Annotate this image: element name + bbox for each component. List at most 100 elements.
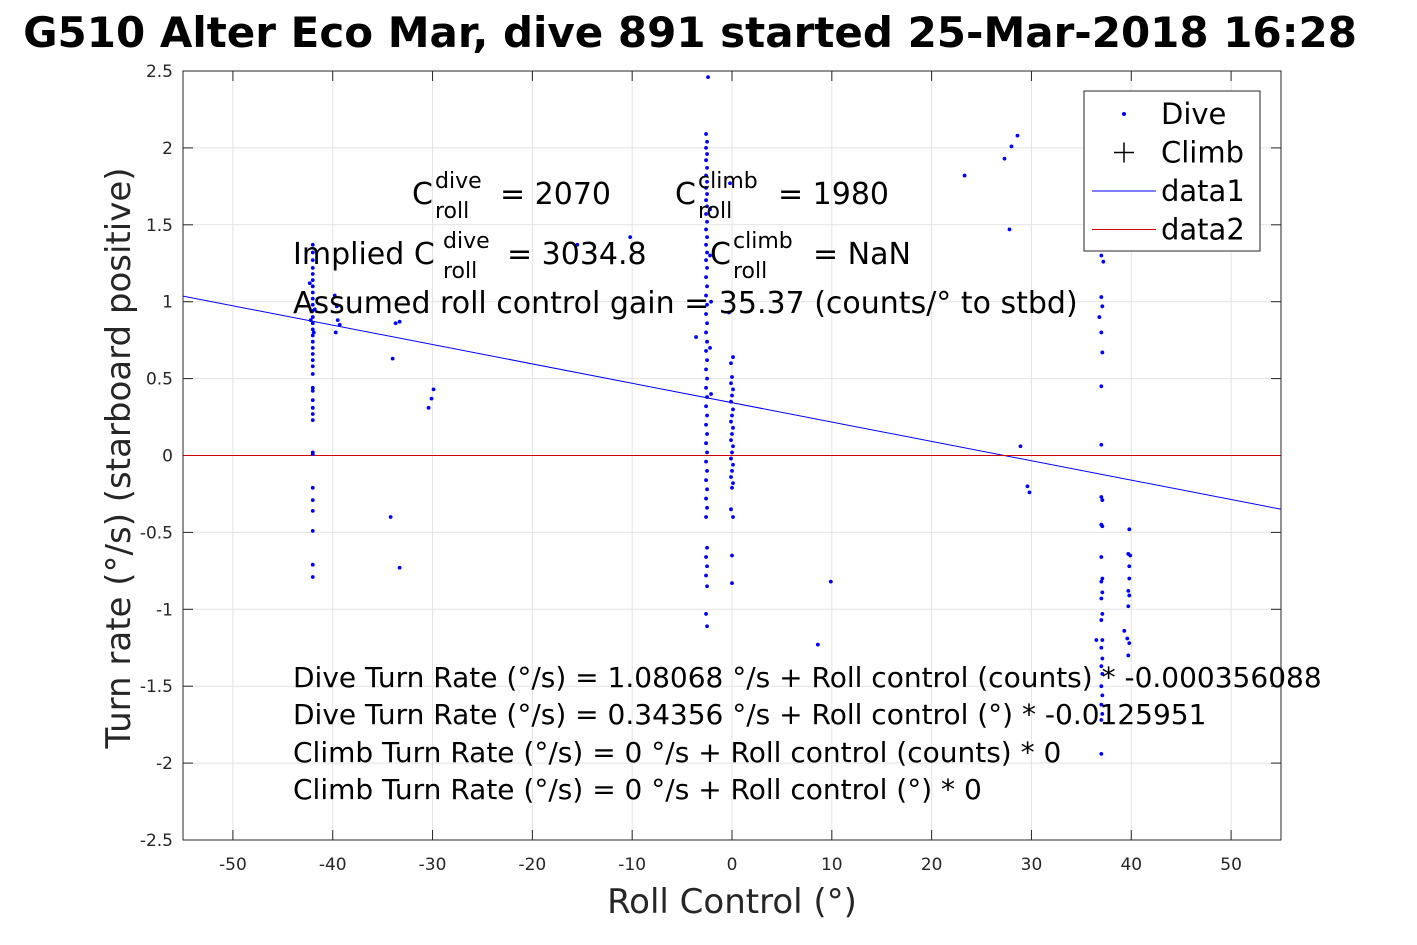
dive-point <box>628 235 633 240</box>
dive-point <box>1100 656 1105 661</box>
implied-c-roll-climb-annotation: C climb roll = NaN <box>710 229 911 284</box>
dive-point <box>815 642 820 647</box>
dive-point <box>704 478 708 483</box>
dive-point <box>705 624 709 629</box>
legend: Dive Climb data1 data2 <box>1083 90 1261 252</box>
dive-point <box>310 398 315 403</box>
x-tick-label: 30 <box>1021 855 1043 875</box>
dive-point <box>706 75 710 80</box>
dive-point <box>704 242 708 247</box>
dive-point <box>705 152 709 156</box>
dive-point <box>310 265 315 270</box>
dive-point <box>1002 156 1007 161</box>
dive-point <box>310 345 315 350</box>
dive-point <box>310 302 315 307</box>
dive-point <box>704 385 708 390</box>
dive-point <box>1099 330 1104 335</box>
dive-point <box>704 441 708 446</box>
dive-point <box>311 330 316 335</box>
implied-dive-value: = 3034.8 <box>507 237 647 272</box>
dive-point <box>575 242 580 247</box>
c-dive-sub: roll <box>435 199 469 224</box>
dive-point <box>704 185 708 190</box>
x-tick-label: 10 <box>821 855 843 875</box>
dive-point <box>429 396 434 401</box>
dive-point <box>728 181 732 186</box>
dive-point <box>704 275 708 279</box>
dive-point <box>705 395 709 399</box>
y-tick-label: -2 <box>156 754 173 774</box>
dive-point <box>1100 350 1105 355</box>
y-tick-label: -0.5 <box>140 523 173 543</box>
dive-point <box>1027 490 1032 495</box>
x-tick-label: -40 <box>319 855 347 875</box>
dive-point <box>730 468 734 473</box>
dive-point <box>1009 144 1014 149</box>
dive-point <box>731 481 735 486</box>
implied-climb-value: = NaN <box>813 237 911 272</box>
dive-point <box>705 564 709 569</box>
dive-point <box>704 227 708 232</box>
dive-point <box>1100 711 1105 716</box>
dive-point <box>730 393 734 398</box>
dive-point <box>694 335 698 339</box>
implied-dive-sup: dive <box>443 229 490 254</box>
dive-point <box>1127 641 1132 646</box>
dive-point <box>731 387 735 392</box>
y-ticks: 2.5 2 1.5 1 0.5 0 -0.5 -1 -1.5 -2 -2.5 <box>140 62 1281 851</box>
x-tick-label: -20 <box>518 855 546 875</box>
implied-climb-sub: roll <box>733 259 767 284</box>
dive-point <box>705 358 709 363</box>
dive-point <box>1099 596 1104 601</box>
dive-point <box>828 579 833 584</box>
dive-point <box>705 165 709 170</box>
dive-point <box>704 459 708 464</box>
y-tick-label: 2 <box>162 139 173 159</box>
dive-point <box>310 385 315 390</box>
dive-point <box>705 250 709 255</box>
axes-box <box>182 70 1282 841</box>
x-tick-label: -50 <box>219 855 247 875</box>
dive-point <box>1099 645 1104 650</box>
dive-point <box>310 412 315 416</box>
dive-point <box>704 367 708 372</box>
dive-point <box>310 333 315 338</box>
dive-point <box>705 204 709 209</box>
y-tick-label: -2.5 <box>140 831 173 851</box>
y-tick-label: -1.5 <box>140 677 173 697</box>
dive-point <box>705 179 709 184</box>
dive-point <box>1099 295 1104 299</box>
dive-point <box>708 207 712 212</box>
x-axis-label: Roll Control (°) <box>607 882 857 922</box>
dive-point <box>705 284 709 289</box>
dive-point <box>705 432 709 436</box>
x-ticks: -50 -40 -30 -20 -10 0 10 20 30 40 50 <box>219 71 1242 875</box>
dive-point <box>310 389 315 393</box>
dive-point <box>730 581 734 586</box>
dive-point <box>729 456 733 461</box>
dive-point <box>310 315 315 319</box>
dive-point <box>310 272 315 276</box>
dive-point <box>1099 751 1104 756</box>
dive-point <box>704 496 708 501</box>
dive-point <box>731 444 735 449</box>
dive-point <box>704 198 708 203</box>
dive-point <box>1125 636 1130 641</box>
implied-climb-prefix: C <box>710 237 731 272</box>
dive-point <box>1126 604 1131 609</box>
dive-point <box>1099 684 1104 689</box>
dive-point <box>1099 555 1104 559</box>
legend-dot-marker <box>1122 112 1126 116</box>
dive-point <box>1094 638 1099 642</box>
dive-point <box>337 322 342 327</box>
y-tick-label: 1 <box>162 293 173 313</box>
dive-point <box>1100 524 1105 529</box>
dive-point <box>310 528 315 533</box>
dive-point <box>310 405 315 410</box>
dive-point <box>730 485 734 490</box>
dive-point <box>310 258 315 263</box>
dive-point <box>705 450 709 455</box>
c-dive-value: = 2070 <box>500 177 611 212</box>
dive-point <box>729 438 733 443</box>
